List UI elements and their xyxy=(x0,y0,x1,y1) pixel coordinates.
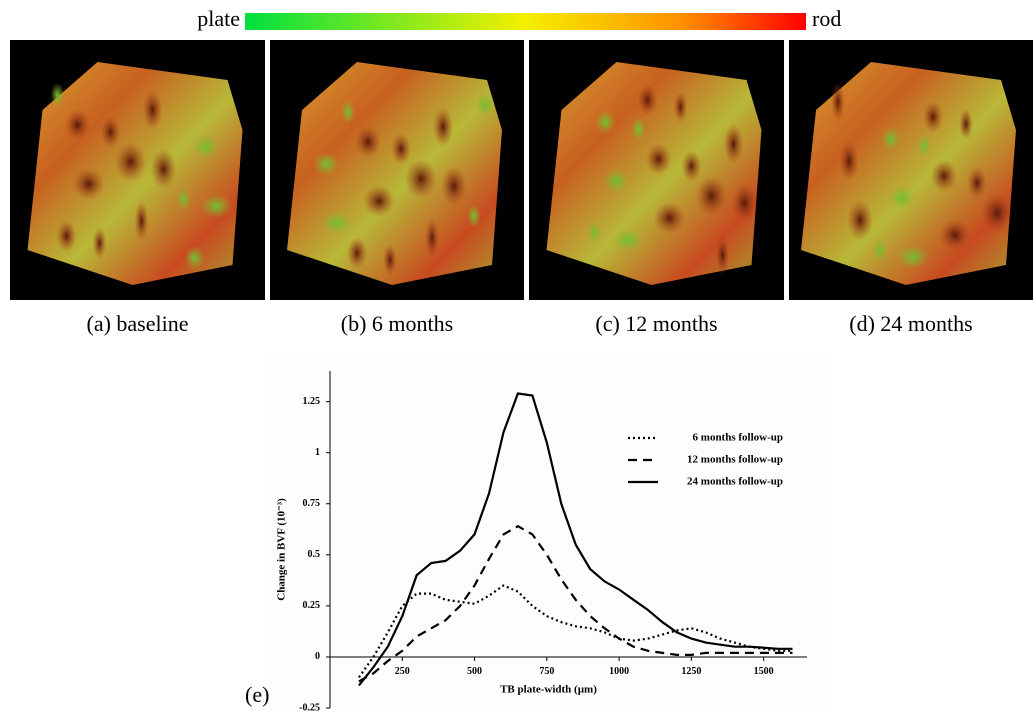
pore xyxy=(981,193,1013,233)
legend-label: 12 months follow-up xyxy=(687,454,783,466)
x-tick-label: 500 xyxy=(467,666,482,677)
panels: (a) baseline (b) 6 months (c) 12 months (d)… xyxy=(10,40,1033,336)
pore xyxy=(405,159,437,199)
pore xyxy=(939,219,971,251)
x-tick-label: 750 xyxy=(539,666,554,677)
y-tick-label: 1.25 xyxy=(303,396,321,407)
pore xyxy=(682,150,702,182)
pore xyxy=(638,84,658,116)
panel-caption: (b) 6 months xyxy=(341,311,453,336)
legend-label: 6 months follow-up xyxy=(693,432,783,444)
colorbar-left-label: plate xyxy=(197,6,240,31)
pore xyxy=(383,244,397,276)
x-tick-label: 250 xyxy=(395,666,410,677)
plate-region xyxy=(596,110,616,134)
plate-region xyxy=(604,169,630,193)
pore xyxy=(674,91,688,123)
plate-region xyxy=(313,152,339,176)
y-tick-label: 0.75 xyxy=(303,498,321,509)
pore xyxy=(959,108,973,140)
x-tick-label: 1500 xyxy=(754,666,774,677)
colorbar-right-label: rod xyxy=(812,6,841,31)
x-tick-label: 1000 xyxy=(609,666,629,677)
x-axis-title: TB plate-width (µm) xyxy=(500,684,597,696)
pore xyxy=(93,227,107,259)
pore xyxy=(654,202,686,234)
y-tick-label: 0.5 xyxy=(308,549,321,560)
legend-label: 24 months follow-up xyxy=(687,476,783,488)
pore xyxy=(355,126,381,158)
pore xyxy=(441,166,467,206)
pore xyxy=(839,141,859,181)
chart-label: (e) xyxy=(245,682,269,707)
pore xyxy=(65,109,91,141)
x-tick-label: 1250 xyxy=(681,666,701,677)
pore xyxy=(425,218,439,258)
pore xyxy=(967,167,987,199)
figure: plate rod (a) baseline (b) 6 months (c) 12… xyxy=(0,0,1033,713)
chart-background xyxy=(270,355,830,711)
plate-region xyxy=(632,117,646,141)
pore xyxy=(847,200,873,240)
pore xyxy=(433,107,453,147)
plate-region xyxy=(889,186,915,210)
pore xyxy=(73,168,105,200)
plate-region xyxy=(201,194,233,218)
plate-region xyxy=(467,204,481,228)
plate-region xyxy=(881,127,901,151)
pore xyxy=(716,235,730,275)
plate-region xyxy=(177,187,191,211)
plate-region xyxy=(873,238,887,262)
plate-region xyxy=(917,134,931,158)
pore xyxy=(57,220,77,252)
plate-region xyxy=(341,100,355,124)
pore xyxy=(931,160,957,192)
pore xyxy=(724,124,744,164)
pore xyxy=(923,101,943,133)
pore xyxy=(831,82,845,122)
pore xyxy=(696,176,728,216)
pore xyxy=(363,185,395,217)
pore xyxy=(646,143,672,175)
pore xyxy=(115,142,147,182)
y-tick-label: 0 xyxy=(315,651,320,662)
plate-region xyxy=(612,228,644,252)
pore xyxy=(732,183,758,223)
panel-caption: (d) 24 months xyxy=(849,311,972,336)
pore xyxy=(151,149,177,189)
pore xyxy=(391,133,411,165)
plate-region xyxy=(51,83,65,107)
plate-region xyxy=(475,93,495,117)
pore xyxy=(101,116,121,148)
panel-caption: (a) baseline xyxy=(87,311,189,336)
y-axis-title: Change in BVF (10⁻³) xyxy=(276,498,288,601)
plate-region xyxy=(321,211,353,235)
plate-region xyxy=(588,221,602,245)
y-tick-label: 0.25 xyxy=(303,600,321,611)
pore xyxy=(135,201,149,241)
plate-region xyxy=(185,246,205,270)
y-tick-label: -0.25 xyxy=(299,702,320,713)
pore xyxy=(143,90,163,130)
panel-caption: (c) 12 months xyxy=(595,311,717,336)
chart: -0.25 0 0.25 0.5 0.75 1 1.25 250 500 750 1000 1250 1… xyxy=(270,355,830,713)
y-tick-label: 1 xyxy=(315,447,320,458)
plate-region xyxy=(193,135,219,159)
plate-region xyxy=(897,245,929,269)
pore xyxy=(347,237,367,269)
colorbar xyxy=(245,13,806,30)
